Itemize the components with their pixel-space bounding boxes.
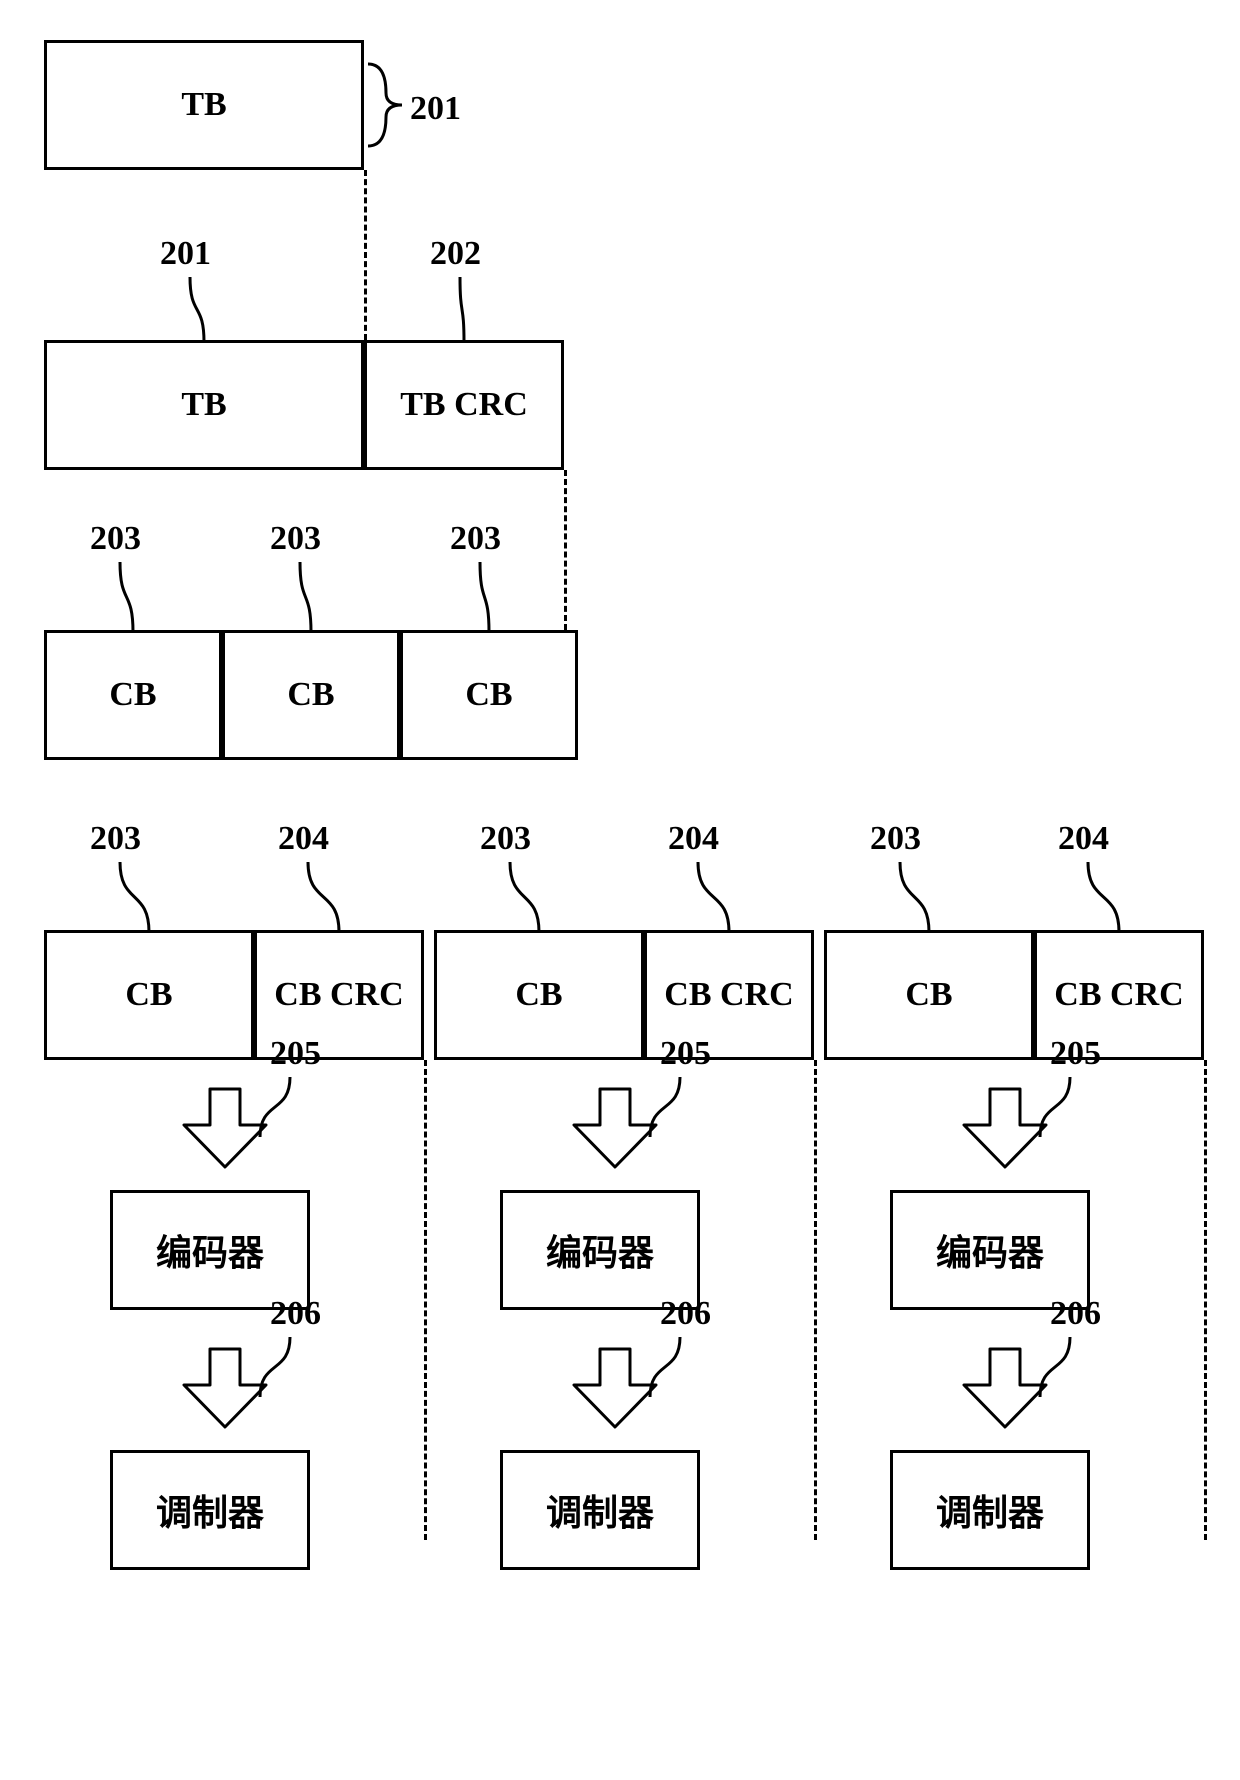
brace-connector <box>366 60 406 150</box>
leader-line <box>1020 1075 1090 1139</box>
block-box: 调制器 <box>500 1450 700 1570</box>
leader-line <box>100 560 153 634</box>
dashed-guide <box>424 1060 427 1540</box>
block-box: CB <box>44 630 222 760</box>
leader-line <box>630 1075 700 1139</box>
block-box: 编码器 <box>500 1190 700 1310</box>
block-box: 调制器 <box>110 1450 310 1570</box>
block-box: CB <box>434 930 644 1060</box>
ref-label: 201 <box>410 90 461 128</box>
dashed-guide <box>564 470 567 630</box>
block-box: 编码器 <box>890 1190 1090 1310</box>
ref-label: 205 <box>660 1035 711 1073</box>
block-box: TB <box>44 340 364 470</box>
leader-line <box>1020 1335 1090 1399</box>
block-box: CB <box>44 930 254 1060</box>
leader-line <box>440 275 484 344</box>
ref-label: 206 <box>270 1295 321 1333</box>
leader-line <box>240 1335 310 1399</box>
block-box: 调制器 <box>890 1450 1090 1570</box>
leader-line <box>240 1075 310 1139</box>
leader-line <box>280 560 331 634</box>
ref-label: 201 <box>160 235 211 273</box>
leader-line <box>460 560 509 634</box>
ref-label: 202 <box>430 235 481 273</box>
block-box: CB <box>824 930 1034 1060</box>
leader-line <box>678 860 749 934</box>
ref-label: 203 <box>270 520 321 558</box>
tb-cb-encoding-diagram: TB201TBTB CRC201202CBCBCB203203203CBCB C… <box>30 40 1210 1740</box>
ref-label: 203 <box>450 520 501 558</box>
leader-line <box>630 1335 700 1399</box>
ref-label: 205 <box>1050 1035 1101 1073</box>
ref-label: 206 <box>660 1295 711 1333</box>
ref-label: 204 <box>1058 820 1109 858</box>
ref-label: 203 <box>90 820 141 858</box>
block-box: 编码器 <box>110 1190 310 1310</box>
ref-label: 204 <box>278 820 329 858</box>
block-box: CB <box>222 630 400 760</box>
leader-line <box>100 860 169 934</box>
block-box: TB <box>44 40 364 170</box>
dashed-guide <box>814 1060 817 1540</box>
ref-label: 203 <box>480 820 531 858</box>
block-box: TB CRC <box>364 340 564 470</box>
ref-label: 203 <box>90 520 141 558</box>
ref-label: 203 <box>870 820 921 858</box>
ref-label: 206 <box>1050 1295 1101 1333</box>
block-box: CB <box>400 630 578 760</box>
leader-line <box>1068 860 1139 934</box>
leader-line <box>490 860 559 934</box>
dashed-guide <box>364 170 367 340</box>
leader-line <box>288 860 359 934</box>
leader-line <box>880 860 949 934</box>
leader-line <box>170 275 224 344</box>
ref-label: 205 <box>270 1035 321 1073</box>
ref-label: 204 <box>668 820 719 858</box>
dashed-guide <box>1204 1060 1207 1540</box>
